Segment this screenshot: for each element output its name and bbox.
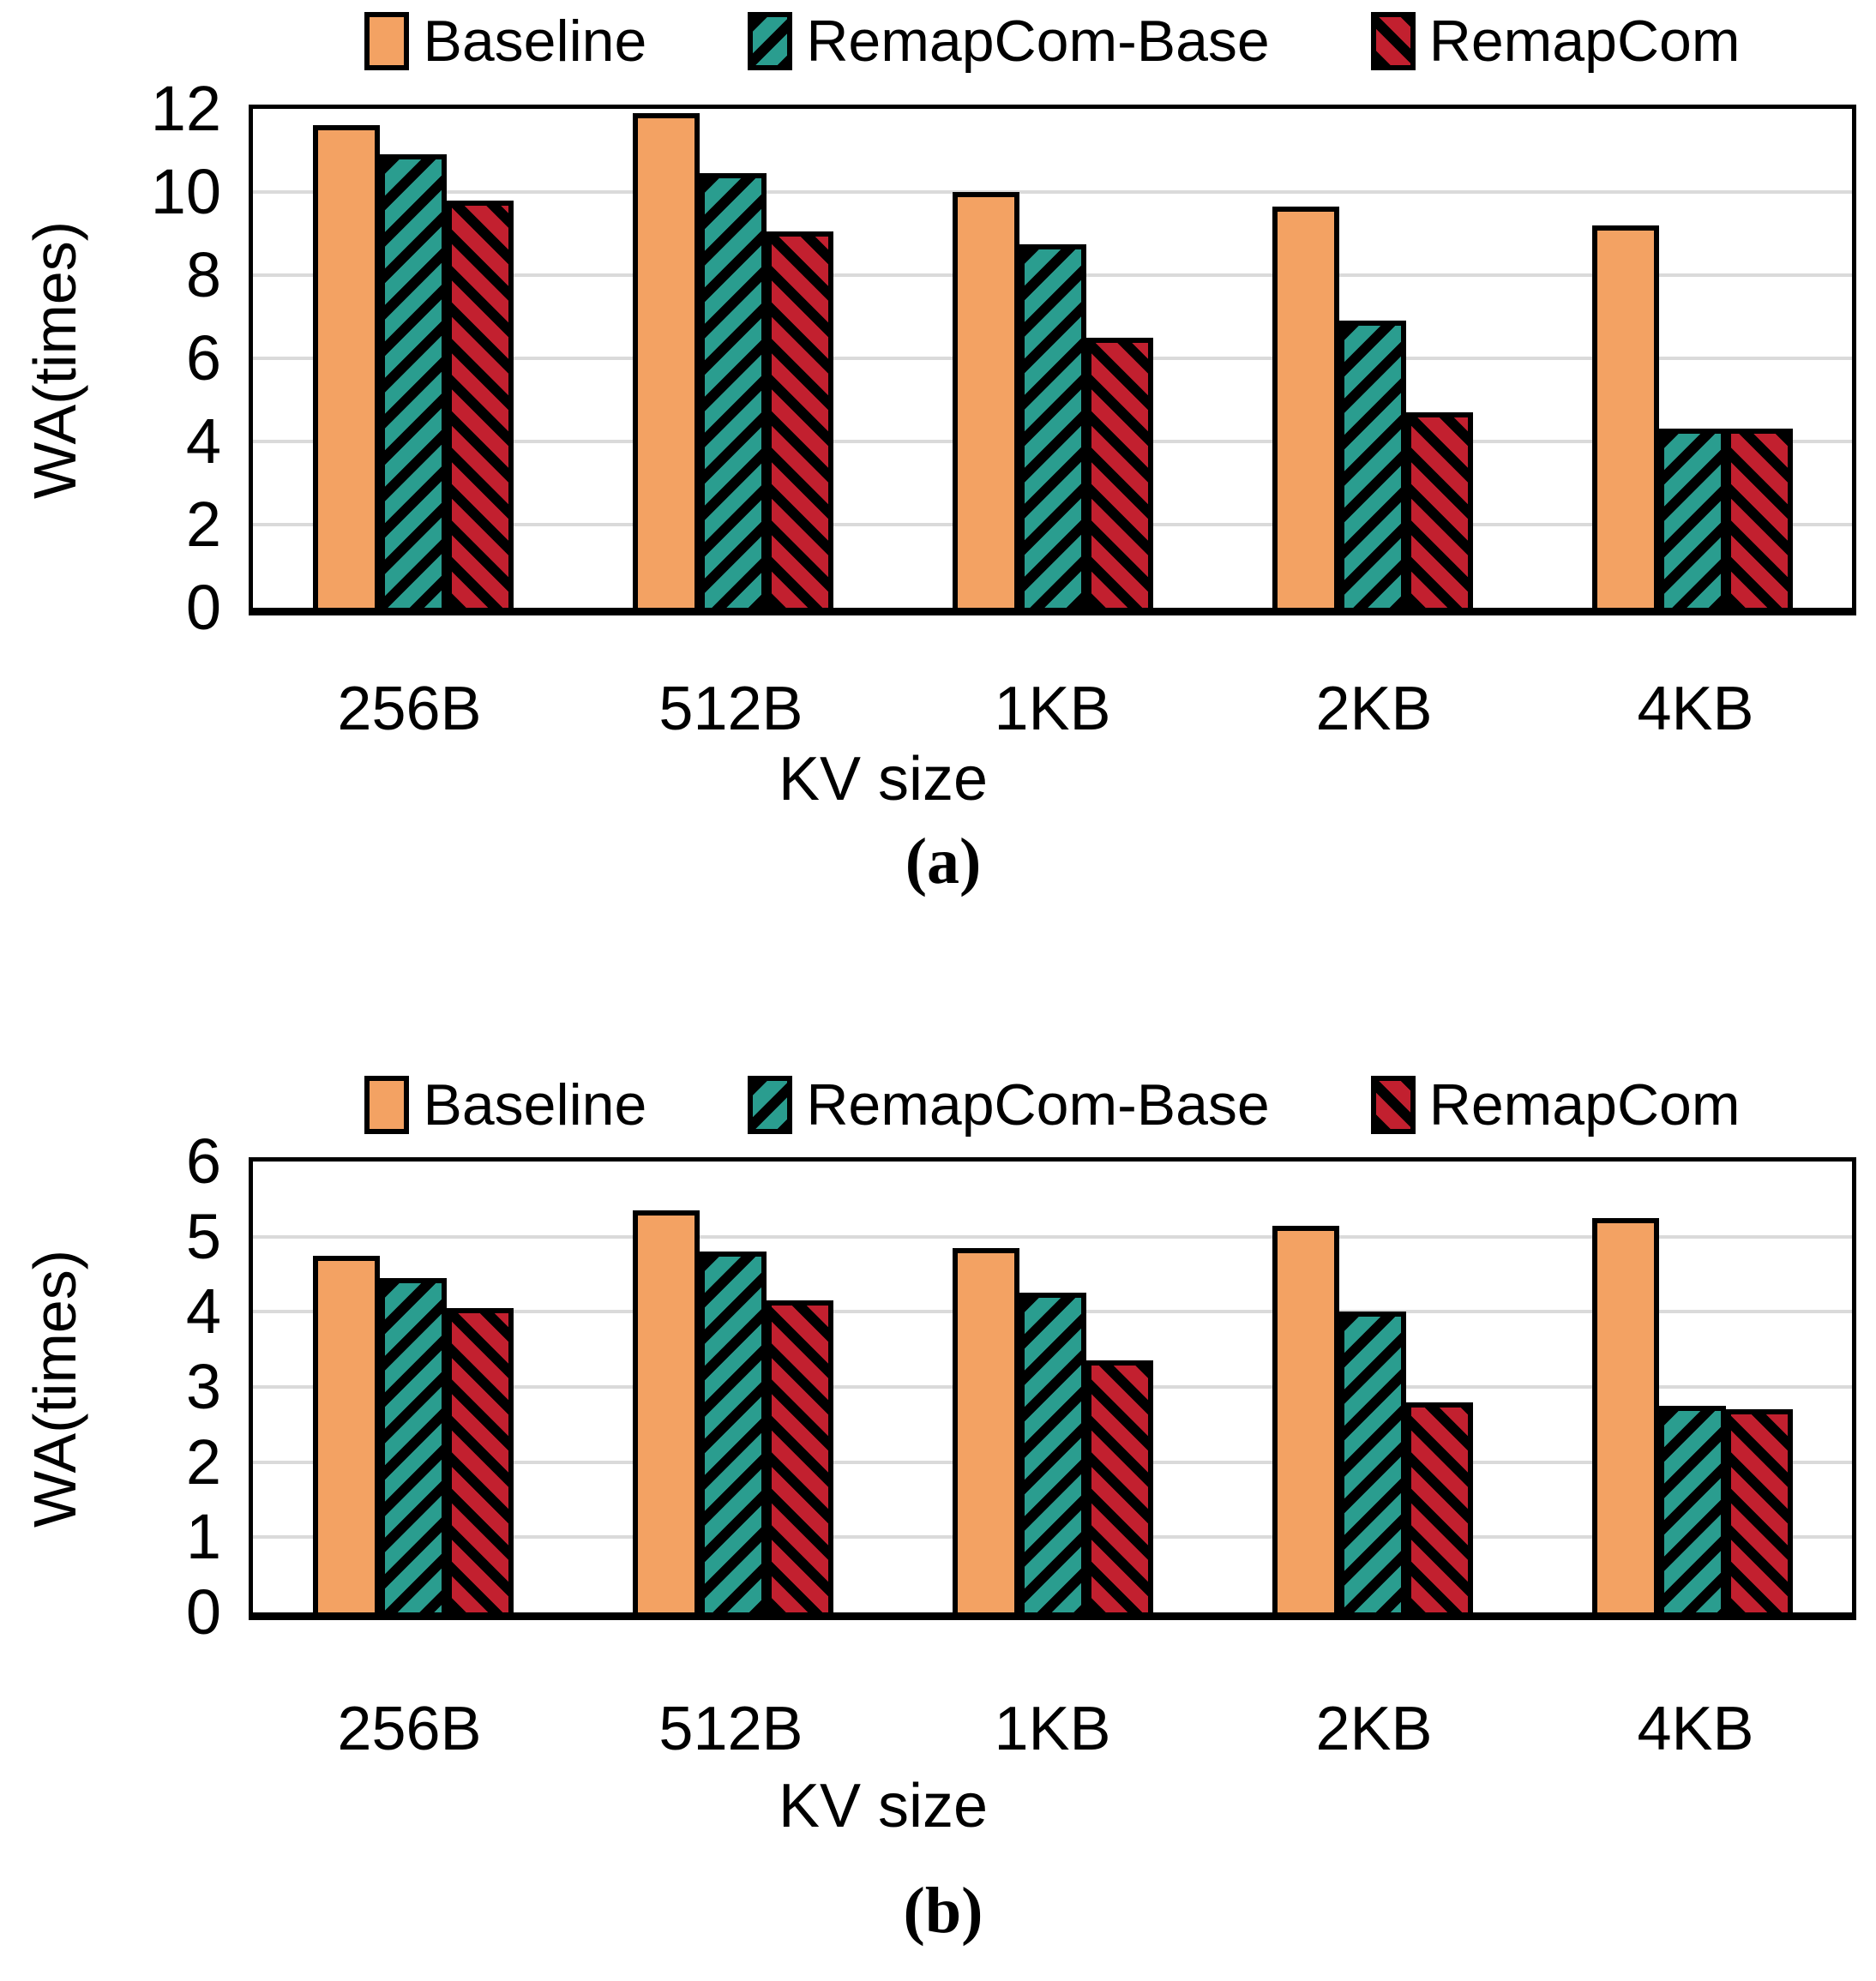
legend-label-remapcom: RemapCom: [1428, 1072, 1741, 1138]
bar-remapcom-512b: [766, 231, 833, 608]
bar-remapcom-4kb: [1725, 1409, 1793, 1612]
bar-remapcom-base-512b: [699, 173, 767, 608]
bar-remapcom-4kb: [1725, 429, 1793, 608]
y-tick-1: 1: [185, 1501, 221, 1573]
legend-item-remapcom-base: RemapCom-Base: [748, 2, 1270, 81]
plot-area: [249, 105, 1856, 615]
bar-group-256b: [253, 109, 573, 608]
y-tick-5: 5: [185, 1200, 221, 1272]
x-tick-512b: 512B: [658, 675, 803, 743]
bar-baseline-1kb: [952, 192, 1019, 608]
legend-label-remapcom-base: RemapCom-Base: [806, 9, 1270, 74]
bar-baseline-1kb: [952, 1247, 1019, 1612]
bar-remapcom-base-1kb: [1019, 243, 1086, 608]
legend-swatch-baseline: [364, 12, 410, 70]
legend-item-baseline: Baseline: [364, 1066, 646, 1144]
legend-label-baseline: Baseline: [423, 1072, 647, 1138]
x-axis-title: KV size: [778, 745, 989, 813]
legend-swatch-remapcom-base: [748, 1076, 793, 1134]
y-tick-6: 6: [185, 322, 221, 393]
bar-remapcom-base-256b: [379, 154, 447, 608]
y-tick-4: 4: [185, 1276, 221, 1348]
y-tick-6: 6: [185, 1126, 221, 1197]
bar-baseline-4kb: [1591, 225, 1659, 608]
bar-remapcom-base-2kb: [1338, 1312, 1406, 1612]
y-axis-ticks: 0 2 4 6 8 10 12: [0, 73, 221, 643]
x-tick-256b: 256B: [337, 1695, 482, 1763]
bar-remapcom-base-512b: [699, 1252, 767, 1612]
x-axis-ticks: 256B 512B 1KB 2KB 4KB: [249, 675, 1856, 742]
bar-groups: [253, 109, 1852, 608]
x-tick-4kb: 4KB: [1637, 1695, 1754, 1763]
x-axis-title: KV size: [778, 1772, 989, 1840]
x-tick-512b: 512B: [658, 1695, 803, 1763]
bar-group-2kb: [1212, 1162, 1532, 1612]
bar-remapcom-2kb: [1405, 412, 1473, 608]
legend-swatch-baseline: [364, 1076, 410, 1134]
bar-remapcom-256b: [446, 200, 514, 608]
bar-baseline-2kb: [1272, 1225, 1339, 1612]
bar-group-512b: [573, 109, 893, 608]
bar-remapcom-2kb: [1405, 1402, 1473, 1612]
bar-remapcom-512b: [766, 1300, 833, 1612]
legend-label-remapcom-base: RemapCom-Base: [806, 1072, 1270, 1138]
bar-baseline-2kb: [1272, 206, 1339, 608]
legend-item-baseline: Baseline: [364, 2, 646, 81]
bar-remapcom-base-256b: [379, 1277, 447, 1612]
y-tick-8: 8: [185, 239, 221, 310]
y-tick-2: 2: [185, 489, 221, 560]
bar-groups: [253, 1162, 1852, 1612]
bar-group-4kb: [1532, 1162, 1852, 1612]
bar-remapcom-base-1kb: [1019, 1293, 1086, 1612]
bar-remapcom-base-4kb: [1658, 1405, 1726, 1612]
bar-baseline-4kb: [1591, 1217, 1659, 1612]
bar-remapcom-1kb: [1085, 337, 1153, 608]
bar-remapcom-base-2kb: [1338, 321, 1406, 608]
bar-group-512b: [573, 1162, 893, 1612]
plot-area: [249, 1157, 1856, 1620]
legend-item-remapcom-base: RemapCom-Base: [748, 1066, 1270, 1144]
legend-label-remapcom: RemapCom: [1428, 9, 1741, 74]
y-tick-0: 0: [185, 572, 221, 643]
caption-b: (b): [903, 1875, 983, 1947]
bar-baseline-512b: [632, 112, 700, 608]
bar-baseline-256b: [312, 125, 380, 608]
bar-group-2kb: [1212, 109, 1532, 608]
y-tick-2: 2: [185, 1426, 221, 1498]
legend-swatch-remapcom: [1370, 12, 1416, 70]
y-tick-10: 10: [150, 156, 221, 227]
bar-remapcom-256b: [446, 1307, 514, 1612]
bar-group-256b: [253, 1162, 573, 1612]
legend-a: Baseline RemapCom-Base RemapCom: [249, 2, 1856, 81]
x-tick-2kb: 2KB: [1315, 675, 1433, 743]
bar-group-1kb: [893, 109, 1212, 608]
x-tick-1kb: 1KB: [994, 675, 1111, 743]
legend-b: Baseline RemapCom-Base RemapCom: [249, 1066, 1856, 1144]
legend-swatch-remapcom-base: [748, 12, 793, 70]
gridline-10: [253, 190, 1852, 194]
x-tick-4kb: 4KB: [1637, 675, 1754, 743]
x-axis-ticks: 256B 512B 1KB 2KB 4KB: [249, 1696, 1856, 1762]
bar-group-1kb: [893, 1162, 1212, 1612]
y-tick-0: 0: [185, 1576, 221, 1648]
gridline-5: [253, 1234, 1852, 1239]
x-tick-1kb: 1KB: [994, 1695, 1111, 1763]
legend-item-remapcom: RemapCom: [1370, 1066, 1741, 1144]
x-tick-2kb: 2KB: [1315, 1695, 1433, 1763]
legend-label-baseline: Baseline: [423, 9, 647, 74]
bar-remapcom-1kb: [1085, 1360, 1153, 1612]
y-tick-4: 4: [185, 405, 221, 477]
x-tick-256b: 256B: [337, 675, 482, 743]
bar-baseline-512b: [632, 1210, 700, 1612]
bar-group-4kb: [1532, 109, 1852, 608]
y-tick-3: 3: [185, 1351, 221, 1422]
legend-item-remapcom: RemapCom: [1370, 2, 1741, 81]
bar-remapcom-base-4kb: [1658, 429, 1726, 608]
legend-swatch-remapcom: [1370, 1076, 1416, 1134]
bar-baseline-256b: [312, 1255, 380, 1612]
y-tick-12: 12: [150, 73, 221, 144]
caption-a: (a): [905, 825, 982, 897]
